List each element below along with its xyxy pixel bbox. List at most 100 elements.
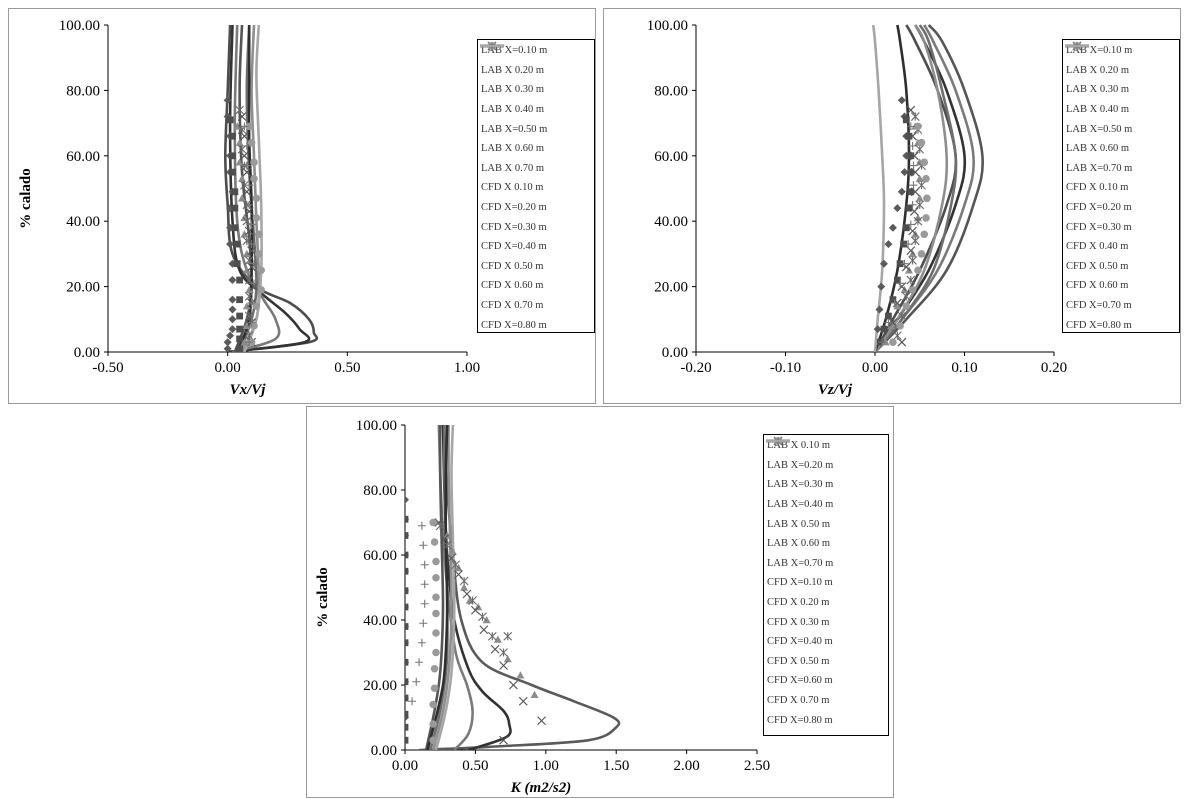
lab-point-4-0 <box>910 112 920 121</box>
y-tick-label: 100.00 <box>59 18 100 34</box>
cfd-series-line-11 <box>874 24 958 352</box>
legend-item: LAB X 0.60 m <box>1066 42 1176 159</box>
lab-point-0-12 <box>873 325 882 334</box>
legend-item: CFD X=0.30 m <box>1065 44 1176 237</box>
legend-label: LAB X=0.70 m <box>767 557 834 569</box>
y-tick-label: 80.00 <box>66 83 100 99</box>
x-tick-label: 0.50 <box>462 758 488 774</box>
lab-point-5-6 <box>920 230 929 239</box>
legend-item: CFD X=0.80 m <box>766 439 885 730</box>
legend-item: LAB X=0.70 m <box>767 437 885 574</box>
y-tick-label: 100.00 <box>647 18 688 34</box>
legend-label: CFD X=0.80 m <box>481 319 547 331</box>
lab-point-4-8 <box>503 631 513 641</box>
lab-point-1-10 <box>889 296 897 304</box>
lab-point-2-0 <box>233 122 242 130</box>
legend-label: CFD X=0.80 m <box>1066 319 1132 331</box>
legend-item: LAB X=0.20 m <box>767 437 885 476</box>
lab-point-3-12 <box>499 735 508 745</box>
lab-point-2-1 <box>448 547 457 555</box>
lab-point-6-3 <box>909 181 918 190</box>
lab-point-1-8 <box>405 658 409 666</box>
lab-point-6-0 <box>417 521 426 530</box>
lab-point-1-9 <box>236 276 244 284</box>
lab-point-4-7 <box>242 236 252 246</box>
lab-point-1-13 <box>236 335 244 343</box>
lab-point-2-4 <box>915 194 924 202</box>
legend-label: CFD X 0.50 m <box>1066 260 1129 272</box>
lab-point-1-11 <box>885 312 892 320</box>
cfd-series-line-7 <box>419 424 621 750</box>
x-tick-label: 0.00 <box>215 360 241 376</box>
legend-vz: LAB X=0.10 m LAB X 0.20 m LAB X 0.30 m LAB … <box>1062 39 1180 333</box>
lab-point-3-6 <box>479 625 489 635</box>
lab-point-1-8 <box>896 260 904 268</box>
legend-item: CFD X=0.80 m <box>480 44 591 335</box>
lab-point-4-8 <box>908 256 917 265</box>
legend-label: CFD X 0.40 m <box>1066 241 1129 253</box>
legend-label: LAB X 0.60 m <box>481 143 544 155</box>
x-tick-label: 1.00 <box>533 758 559 774</box>
lab-point-6-4 <box>420 599 429 608</box>
lab-point-4-4 <box>468 596 477 605</box>
legend-label: CFD X 0.70 m <box>481 300 544 312</box>
lab-point-4-3 <box>459 576 469 586</box>
lab-point-0-8 <box>226 240 235 249</box>
lab-point-6-7 <box>415 658 424 667</box>
legend-item: CFD X=0.20 m <box>480 44 591 218</box>
lab-point-2-3 <box>460 583 469 591</box>
lab-point-1-4 <box>405 587 409 595</box>
legend-item: CFD X 0.30 m <box>766 439 885 632</box>
lab-point-6-10 <box>884 318 893 327</box>
legend-label: CFD X=0.20 m <box>481 202 547 214</box>
lab-point-6-1 <box>242 141 251 150</box>
y-tick-label: 80.00 <box>363 483 397 499</box>
lab-point-5-3 <box>922 174 930 183</box>
legend-label: LAB X 0.60 m <box>1066 143 1129 155</box>
legend-item: LAB X=0.50 m <box>1066 41 1176 139</box>
lab-point-6-7 <box>900 259 909 268</box>
chart-panel-vx: 0.00 20.00 40.00 60.00 80.00 100.00 -0.50 0.00 0… <box>8 8 596 404</box>
lab-point-2-6 <box>240 230 249 238</box>
legend-label: CFD X 0.10 m <box>481 182 544 194</box>
lab-point-1-2 <box>907 152 915 160</box>
cfd-series-line-7 <box>873 24 958 352</box>
lab-point-0-0 <box>405 495 409 504</box>
lab-point-3-10 <box>518 696 528 706</box>
legend-item: CFD X=0.40 m <box>480 44 591 257</box>
lab-point-2-10 <box>530 690 539 698</box>
lab-point-6-8 <box>412 677 421 686</box>
lab-point-6-1 <box>419 541 428 550</box>
legend-label: LAB X 0.20 m <box>481 64 544 76</box>
lab-point-1-6 <box>902 224 910 232</box>
cfd-series-line-14 <box>243 24 263 352</box>
legend-item: CFD X=0.60 m <box>766 439 885 691</box>
lab-point-4-7 <box>499 648 508 657</box>
lab-point-6-0 <box>240 122 249 131</box>
legend-label: CFD X 0.70 m <box>767 695 830 707</box>
lab-point-0-8 <box>884 240 893 249</box>
y-tick-label: 20.00 <box>363 678 397 694</box>
legend-label: LAB X=0.40 m <box>767 499 834 511</box>
lab-point-0-4 <box>900 168 909 177</box>
legend-label: LAB X=0.50 m <box>1066 123 1133 135</box>
lab-point-4-6 <box>487 631 497 641</box>
lab-point-6-8 <box>249 279 258 288</box>
legend-item: LAB X 0.20 m <box>481 42 591 81</box>
lab-point-2-12 <box>240 338 249 346</box>
lab-point-0-17 <box>223 344 232 352</box>
cfd-series-line-10 <box>874 24 984 352</box>
x-tick-label: 1.50 <box>603 758 629 774</box>
x-tick-label: 2.00 <box>673 758 699 774</box>
lab-point-5-3 <box>250 174 258 183</box>
lab-point-4-7 <box>910 236 920 246</box>
lab-point-3-12 <box>897 337 907 347</box>
x-tick-label: 0.10 <box>951 360 977 376</box>
lab-point-5-8 <box>430 664 439 673</box>
lab-point-0-0 <box>223 96 232 105</box>
plot-area <box>405 424 621 750</box>
lab-point-5-13 <box>429 736 437 745</box>
lab-point-5-1 <box>430 538 439 546</box>
lab-point-3-9 <box>508 680 518 690</box>
lab-point-4-0 <box>235 105 245 115</box>
